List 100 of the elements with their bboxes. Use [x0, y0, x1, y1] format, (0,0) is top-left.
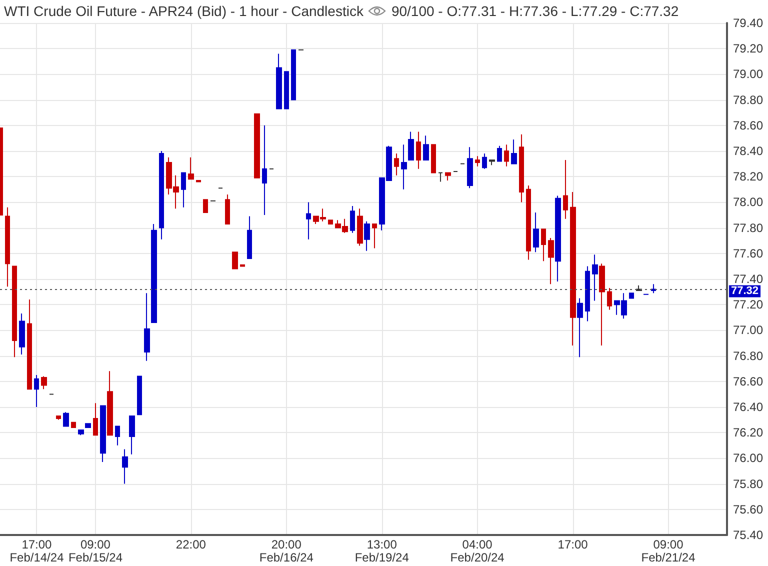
- y-tick-label: 77.40: [733, 272, 764, 286]
- candlestick: [254, 113, 260, 178]
- candlestick: [519, 134, 524, 203]
- candlestick: [240, 264, 245, 267]
- candlestick: [27, 298, 32, 390]
- candlestick: [100, 405, 106, 463]
- candlestick: [497, 145, 502, 162]
- candlestick: [262, 124, 267, 216]
- candlestick: [511, 138, 517, 164]
- candlestick: [533, 212, 539, 253]
- y-tick-label: 77.00: [733, 323, 764, 338]
- candlestick: [284, 71, 289, 110]
- candlestick: [585, 266, 590, 322]
- candlestick: [357, 208, 363, 246]
- candlestick: [482, 153, 487, 170]
- candlestick: [445, 172, 451, 181]
- y-tick-label: 79.00: [733, 67, 764, 82]
- chart-title: WTI Crude Oil Future - APR24 (Bid) - 1 hour - Candlestick: [4, 3, 364, 19]
- x-tick-label: 04:00 Feb/20/24: [450, 538, 505, 564]
- candlestick: [225, 194, 230, 224]
- y-tick-label: 77.20: [733, 298, 764, 312]
- x-tick-label: 22:00: [176, 538, 206, 552]
- candlestick: [203, 199, 208, 213]
- candlestick: [548, 238, 554, 285]
- candlestick: [394, 153, 399, 176]
- y-tick-label: 75.40: [733, 528, 764, 542]
- candlestick: [159, 150, 164, 240]
- y-tick-label: 78.00: [733, 195, 764, 210]
- x-tick-label: 13:00 Feb/19/24: [354, 538, 410, 564]
- x-tick-label: 17:00: [558, 538, 588, 552]
- y-tick-label: 77.60: [733, 246, 764, 260]
- candlestick: [475, 156, 480, 167]
- candlestick: [247, 216, 252, 260]
- candlestick: [19, 313, 25, 356]
- candlestick: [63, 412, 69, 427]
- candlestick: [504, 144, 509, 167]
- candlestick: [144, 292, 150, 362]
- y-tick-label: 77.80: [733, 220, 764, 235]
- candlestick: [563, 159, 568, 220]
- candlestick: [56, 415, 61, 420]
- candlestick: [232, 252, 238, 270]
- ref-line-label: 77.32: [731, 285, 759, 298]
- candlestick: [276, 53, 282, 110]
- y-tick-label: 75.80: [733, 476, 764, 491]
- candlestick: [651, 284, 656, 294]
- candlestick: [438, 172, 443, 182]
- candlestick: [137, 376, 142, 416]
- candlestick: [115, 426, 120, 446]
- candlestick: [85, 423, 91, 428]
- candlestick: [12, 266, 17, 358]
- candlestick: [592, 254, 598, 302]
- candlestick: [607, 287, 612, 310]
- x-tick-label: 17:00 Feb/14/24: [10, 538, 64, 564]
- candlestick: [570, 191, 576, 346]
- y-tick-label: 78.60: [733, 118, 764, 132]
- candlestick: [401, 144, 407, 190]
- candlestick: [408, 131, 414, 160]
- y-tick-label: 79.20: [733, 42, 764, 56]
- y-tick-label: 75.60: [733, 502, 764, 516]
- x-tick-label: 09:00 Feb/15/24: [68, 538, 123, 564]
- candlestick: [577, 298, 583, 358]
- candlestick: [181, 172, 186, 208]
- x-tick-label: 09:00 Feb/21/24: [641, 538, 696, 564]
- candlestick: [350, 206, 355, 234]
- candlestick: [364, 220, 370, 252]
- candlestick: [34, 374, 39, 408]
- candlestick: [129, 415, 135, 455]
- candlestick: [291, 49, 296, 100]
- candlestick: [423, 135, 429, 160]
- candlestick: [599, 263, 605, 346]
- candlestick: [541, 228, 546, 262]
- chart-subtitle: 90/100 - O:77.31 - H:77.36 - L:77.29 - C:77.32: [391, 3, 679, 19]
- y-tick-label: 76.40: [733, 400, 764, 414]
- candlestick: [526, 185, 531, 260]
- candlestick: [122, 448, 128, 484]
- candlestick: [306, 202, 311, 240]
- candlestick: [107, 370, 113, 436]
- y-tick-label: 76.60: [733, 374, 764, 388]
- candlestick: [78, 430, 84, 436]
- y-tick-label: 78.20: [733, 170, 764, 184]
- x-tick-label: 20:00 Feb/16/24: [259, 538, 314, 564]
- y-tick-label: 76.80: [733, 348, 764, 363]
- y-tick-label: 76.20: [733, 426, 764, 440]
- candlestick: [431, 144, 436, 174]
- candlestick: [196, 180, 201, 182]
- candlestick: [71, 422, 76, 428]
- y-tick-label: 79.40: [733, 16, 764, 30]
- candlestick: [93, 402, 98, 436]
- candlestick: [416, 131, 421, 170]
- candlestick: [629, 292, 634, 299]
- candlestick: [467, 146, 473, 189]
- y-tick-label: 78.80: [733, 92, 764, 107]
- candlestick: [555, 195, 561, 282]
- y-tick-label: 76.00: [733, 451, 764, 466]
- candlestick: [489, 159, 495, 166]
- candlestick: [188, 156, 194, 180]
- candlestick: [151, 223, 157, 324]
- candlestick: [5, 206, 10, 288]
- candlestick: [41, 376, 47, 390]
- candlestick: [328, 220, 333, 224]
